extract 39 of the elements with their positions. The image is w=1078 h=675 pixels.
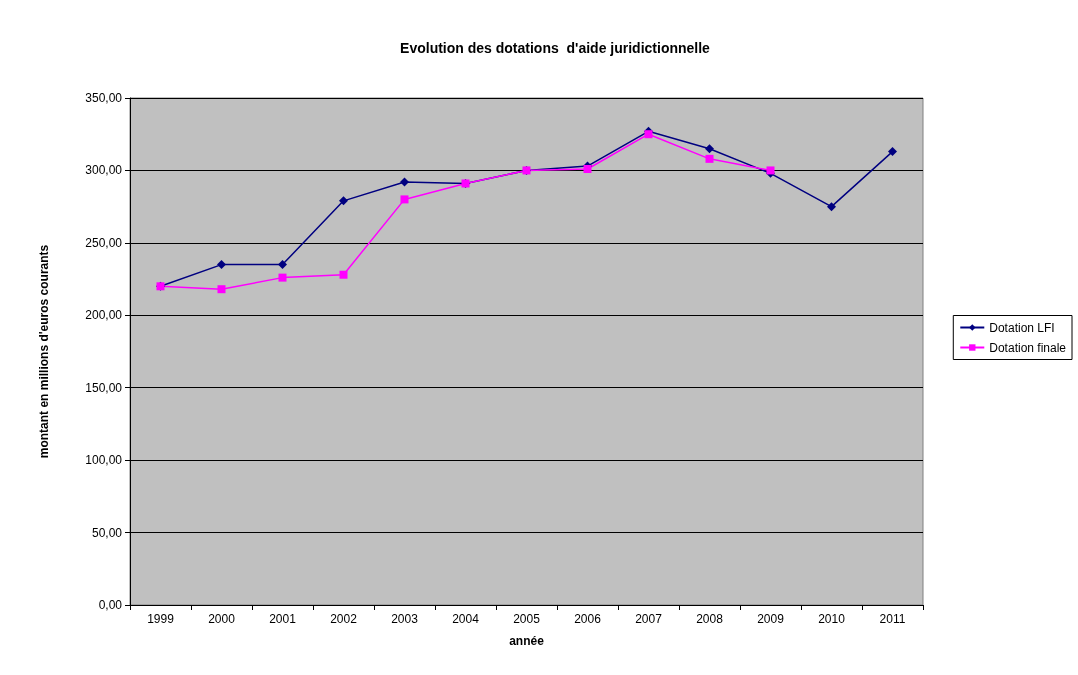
point — [705, 144, 714, 154]
point — [400, 177, 409, 187]
point — [888, 147, 897, 157]
x-tick-label: 2007 — [635, 612, 663, 626]
x-tick-label: 2006 — [574, 612, 602, 626]
legend-label: Dotation LFI — [989, 320, 1055, 335]
point — [339, 270, 348, 279]
x-axis-title: année — [509, 634, 545, 648]
x-tick-label: 2008 — [696, 612, 724, 626]
point — [217, 285, 226, 294]
chart-title: Evolution des dotations d'aide juridictionnelle — [400, 40, 711, 56]
y-tick-label: 150,00 — [85, 380, 123, 395]
point — [339, 196, 348, 206]
point — [278, 273, 287, 282]
y-tick-label: 300,00 — [85, 163, 123, 178]
y-axis-title: montant en millions d'euros courants — [37, 244, 51, 459]
x-tick-label: 2011 — [879, 612, 906, 626]
point — [278, 260, 287, 270]
x-tick-label: 2002 — [330, 612, 358, 626]
legend-label: Dotation finale — [989, 340, 1067, 355]
x-tick-label: 2010 — [818, 612, 846, 626]
point — [827, 202, 836, 212]
x-tick-label: 2003 — [391, 612, 419, 626]
point — [644, 130, 653, 139]
x-tick-label: 2009 — [757, 612, 785, 626]
y-tick-label: 100,00 — [85, 453, 123, 468]
point — [705, 154, 714, 163]
y-tick-label: 250,00 — [85, 235, 123, 250]
y-tick-label: 350,00 — [85, 91, 123, 105]
y-tick-label: 0,00 — [98, 598, 123, 612]
y-tick-label: 50,00 — [91, 525, 123, 540]
x-tick-label: 2005 — [513, 612, 541, 626]
x-tick-label: 2000 — [208, 612, 236, 626]
point — [217, 260, 226, 270]
x-tick-label: 2001 — [269, 612, 297, 626]
x-tick-label: 2004 — [452, 612, 480, 626]
x-tick-label: 1999 — [147, 612, 175, 626]
point — [400, 195, 409, 204]
y-tick-label: 200,00 — [85, 308, 123, 323]
